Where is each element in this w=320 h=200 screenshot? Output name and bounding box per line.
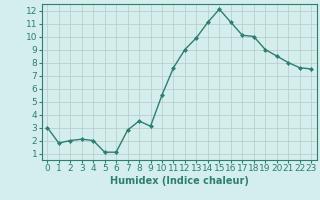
X-axis label: Humidex (Indice chaleur): Humidex (Indice chaleur) [110,176,249,186]
